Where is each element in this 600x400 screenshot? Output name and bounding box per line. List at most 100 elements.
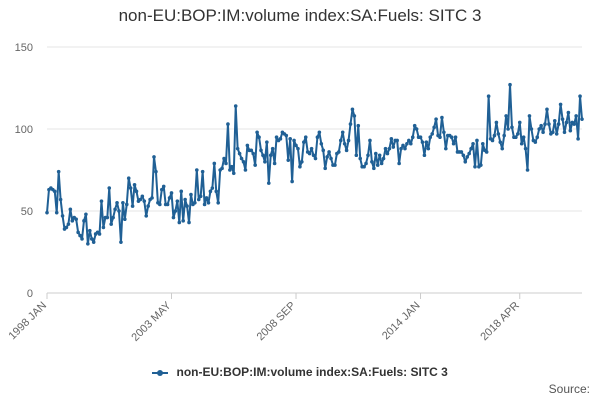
data-point[interactable]	[298, 164, 302, 169]
data-point[interactable]	[313, 156, 318, 161]
data-point[interactable]	[84, 212, 88, 217]
data-point[interactable]	[479, 163, 483, 167]
data-point[interactable]	[356, 123, 361, 128]
data-point[interactable]	[521, 135, 526, 139]
data-point[interactable]	[255, 130, 259, 135]
data-point[interactable]	[117, 209, 121, 213]
data-point[interactable]	[424, 140, 429, 144]
data-point[interactable]	[502, 133, 506, 138]
data-point[interactable]	[144, 214, 149, 218]
data-point[interactable]	[230, 164, 234, 169]
data-point[interactable]	[358, 156, 363, 161]
data-point[interactable]	[444, 146, 448, 151]
data-point[interactable]	[259, 148, 263, 153]
data-point[interactable]	[486, 94, 491, 98]
data-point[interactable]	[237, 151, 242, 156]
data-point[interactable]	[70, 219, 75, 223]
data-point[interactable]	[451, 141, 456, 146]
data-point[interactable]	[525, 168, 530, 172]
data-point[interactable]	[288, 137, 292, 141]
data-point[interactable]	[97, 232, 102, 236]
data-point[interactable]	[389, 137, 394, 141]
data-point[interactable]	[105, 215, 110, 220]
data-point[interactable]	[181, 219, 185, 223]
data-point[interactable]	[317, 130, 322, 135]
data-point[interactable]	[475, 138, 479, 143]
data-point[interactable]	[539, 123, 543, 128]
data-point[interactable]	[442, 130, 446, 135]
data-point[interactable]	[265, 140, 269, 144]
data-point[interactable]	[243, 168, 248, 172]
data-point[interactable]	[562, 130, 567, 135]
data-point[interactable]	[560, 117, 565, 121]
data-point[interactable]	[338, 138, 343, 143]
data-point[interactable]	[319, 141, 324, 146]
data-point[interactable]	[54, 210, 59, 215]
data-point[interactable]	[270, 146, 275, 151]
data-point[interactable]	[327, 150, 331, 154]
data-point[interactable]	[56, 169, 61, 174]
data-point[interactable]	[533, 140, 538, 144]
data-point[interactable]	[453, 135, 458, 139]
data-point[interactable]	[558, 102, 563, 107]
data-point[interactable]	[60, 214, 65, 218]
data-point[interactable]	[556, 122, 561, 126]
data-point[interactable]	[119, 240, 123, 244]
data-point[interactable]	[467, 151, 471, 156]
data-point[interactable]	[551, 130, 555, 135]
data-point[interactable]	[58, 197, 63, 202]
data-point[interactable]	[543, 122, 547, 126]
data-point[interactable]	[465, 155, 470, 159]
data-point[interactable]	[574, 114, 578, 118]
data-point[interactable]	[480, 141, 485, 146]
data-point[interactable]	[514, 135, 518, 139]
data-point[interactable]	[196, 197, 201, 202]
data-point[interactable]	[111, 215, 115, 220]
data-point[interactable]	[101, 225, 106, 230]
data-point[interactable]	[210, 186, 215, 190]
data-point[interactable]	[315, 135, 320, 139]
data-point[interactable]	[195, 168, 199, 172]
data-point[interactable]	[422, 153, 427, 158]
data-point[interactable]	[202, 202, 207, 207]
data-point[interactable]	[150, 196, 154, 200]
data-point[interactable]	[253, 163, 257, 167]
data-point[interactable]	[399, 146, 403, 151]
data-point[interactable]	[381, 156, 386, 161]
data-point[interactable]	[405, 141, 409, 146]
data-point[interactable]	[354, 153, 359, 158]
data-point[interactable]	[233, 104, 238, 108]
data-point[interactable]	[420, 140, 425, 144]
data-point[interactable]	[346, 138, 351, 143]
data-point[interactable]	[76, 230, 80, 235]
data-point[interactable]	[412, 123, 417, 128]
data-point[interactable]	[375, 163, 380, 167]
data-point[interactable]	[222, 156, 226, 161]
data-point[interactable]	[272, 161, 277, 166]
data-point[interactable]	[391, 145, 396, 149]
data-point[interactable]	[516, 132, 520, 136]
data-point[interactable]	[294, 143, 298, 148]
data-point[interactable]	[154, 169, 158, 174]
data-point[interactable]	[492, 133, 497, 138]
data-point[interactable]	[45, 210, 49, 215]
data-point[interactable]	[473, 164, 477, 169]
data-point[interactable]	[159, 187, 164, 192]
data-point[interactable]	[352, 114, 357, 118]
data-point[interactable]	[379, 161, 384, 166]
data-point[interactable]	[323, 166, 328, 171]
data-point[interactable]	[278, 137, 283, 141]
data-point[interactable]	[296, 146, 300, 151]
data-point[interactable]	[552, 119, 557, 123]
data-point[interactable]	[231, 171, 236, 176]
data-point[interactable]	[292, 138, 296, 143]
legend[interactable]: non-EU:BOP:IM:volume index:SA:Fuels: SIT…	[0, 365, 600, 379]
data-point[interactable]	[321, 148, 326, 153]
data-point[interactable]	[537, 127, 541, 131]
data-point[interactable]	[132, 182, 137, 187]
data-point[interactable]	[434, 117, 438, 121]
data-point[interactable]	[508, 82, 512, 87]
data-point[interactable]	[64, 225, 69, 230]
data-point[interactable]	[130, 204, 135, 208]
data-point[interactable]	[370, 160, 374, 164]
